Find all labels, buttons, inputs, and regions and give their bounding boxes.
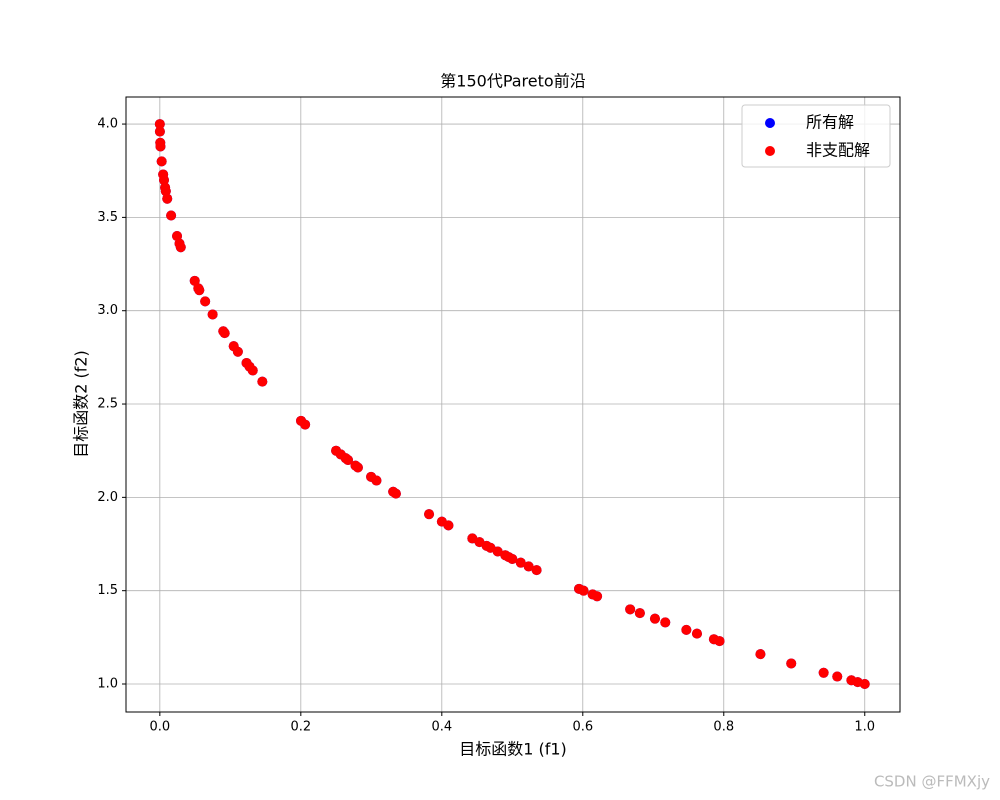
point — [158, 175, 169, 186]
point — [371, 475, 382, 486]
plot-frame — [125, 96, 901, 713]
point — [660, 617, 671, 628]
point — [343, 455, 354, 466]
point — [160, 186, 171, 197]
point — [681, 624, 692, 635]
x-tick-label: 0.8 — [713, 720, 734, 735]
legend-label: 非支配解 — [806, 141, 870, 160]
point — [155, 141, 166, 152]
point — [492, 546, 503, 557]
x-axis-label: 目标函数1 (f1) — [459, 740, 567, 759]
point — [786, 658, 797, 669]
x-tick-label: 0.0 — [149, 720, 170, 735]
point — [523, 561, 534, 572]
y-tick-label: 4.0 — [97, 117, 118, 132]
point — [154, 126, 165, 137]
point — [531, 565, 542, 576]
point — [219, 328, 230, 339]
point — [154, 119, 165, 130]
point — [649, 613, 660, 624]
point — [443, 520, 454, 531]
legend-box — [741, 104, 891, 168]
point — [207, 309, 218, 320]
point — [424, 509, 435, 520]
point — [175, 242, 186, 253]
point — [232, 346, 243, 357]
y-tick-label: 3.5 — [97, 210, 118, 225]
y-tick-label: 3.0 — [97, 303, 118, 318]
point — [194, 285, 205, 296]
point — [189, 275, 200, 286]
y-tick-label: 2.5 — [97, 397, 118, 412]
point — [714, 636, 725, 647]
point — [634, 608, 645, 619]
legend-marker — [765, 118, 775, 128]
point — [592, 591, 603, 602]
y-tick-label: 1.5 — [97, 583, 118, 598]
legend-label: 所有解 — [806, 113, 854, 132]
point — [625, 604, 636, 615]
chart-title: 第150代Pareto前沿 — [440, 72, 585, 91]
point — [166, 210, 177, 221]
point — [755, 649, 766, 660]
y-tick-label: 1.0 — [97, 677, 118, 692]
point — [818, 667, 829, 678]
x-tick-label: 0.2 — [290, 720, 311, 735]
watermark: CSDN @FFMXjy — [874, 773, 990, 791]
point — [257, 376, 268, 387]
point — [390, 488, 401, 499]
point — [162, 193, 173, 204]
point — [352, 462, 363, 473]
x-tick-label: 0.6 — [572, 720, 593, 735]
point — [156, 156, 167, 167]
point — [859, 679, 870, 690]
legend-marker — [765, 146, 775, 156]
point — [832, 671, 843, 682]
y-tick-label: 2.0 — [97, 490, 118, 505]
point — [691, 628, 702, 639]
x-tick-label: 0.4 — [431, 720, 452, 735]
point — [515, 557, 526, 568]
x-tick-label: 1.0 — [854, 720, 875, 735]
point — [247, 365, 258, 376]
y-axis-label: 目标函数2 (f2) — [72, 350, 91, 458]
point — [507, 553, 518, 564]
point — [300, 419, 311, 430]
point — [578, 585, 589, 596]
point — [200, 296, 211, 307]
